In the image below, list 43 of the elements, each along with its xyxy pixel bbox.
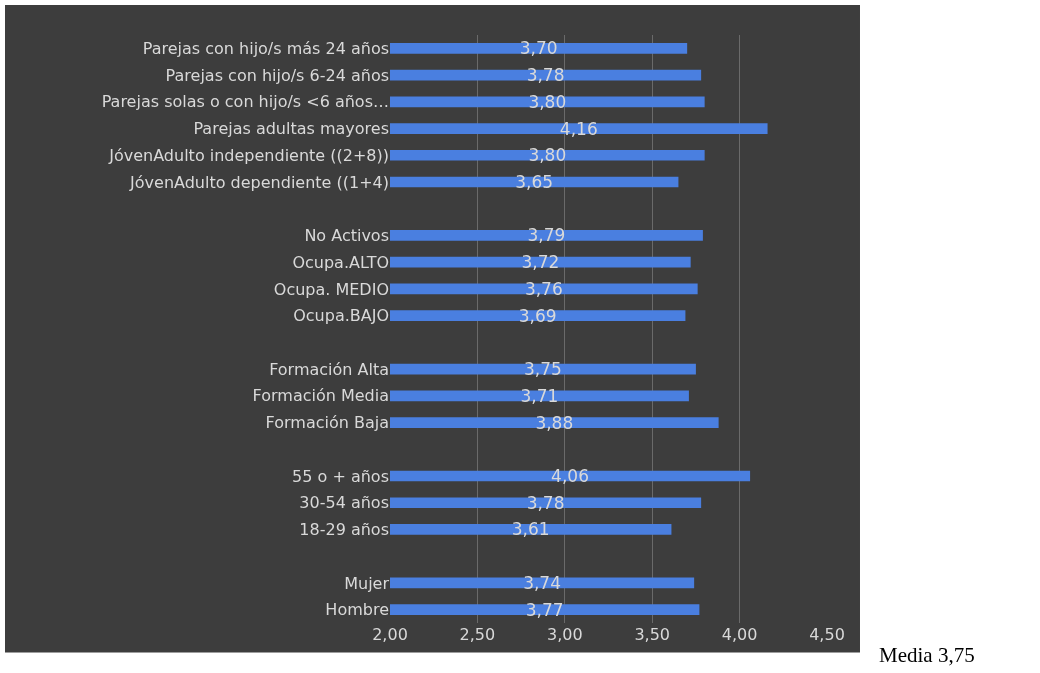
data-label: 3,80 <box>528 91 567 112</box>
data-label: 3,88 <box>535 412 574 433</box>
y-tick-label: 55 o + años <box>292 466 389 486</box>
x-tick-label: 4,00 <box>721 625 758 644</box>
y-tick-label: Formación Baja <box>265 413 389 433</box>
x-tick-label: 3,00 <box>546 625 583 644</box>
y-tick-label: JóvenAdulto dependiente ((1+4) <box>129 172 389 192</box>
data-label: 4,16 <box>559 118 598 139</box>
data-label: 3,78 <box>526 492 565 513</box>
y-tick-label: Parejas solas o con hijo/s <6 años… <box>101 92 389 112</box>
data-label: 3,78 <box>526 65 565 86</box>
y-tick-label: Formación Alta <box>269 359 389 379</box>
data-label: 4,06 <box>551 466 589 486</box>
data-label: 3,71 <box>520 385 559 406</box>
data-label: 3,80 <box>528 145 567 166</box>
y-tick-label: Ocupa.BAJO <box>293 306 389 326</box>
y-tick-label: Ocupa.ALTO <box>292 252 389 272</box>
text: Media 3,75 <box>879 643 975 667</box>
data-label: 3,61 <box>511 519 550 540</box>
y-tick-label: 18-29 años <box>299 520 389 540</box>
x-tick-label: 2,00 <box>372 625 408 644</box>
x-tick-label: 4,50 <box>809 625 845 644</box>
data-label: 3,65 <box>515 172 554 192</box>
y-tick-label: Parejas con hijo/s 6-24 años <box>165 65 389 85</box>
data-label: 3,74 <box>523 572 561 593</box>
y-tick-label: 30-54 años <box>299 493 389 513</box>
data-label: 3,70 <box>519 38 558 59</box>
y-tick-label: No Activos <box>304 226 389 246</box>
data-label: 3,77 <box>525 599 564 620</box>
data-label: 3,69 <box>518 305 557 326</box>
data-label: 3,79 <box>527 225 566 246</box>
y-tick-label: Ocupa. MEDIO <box>273 279 389 299</box>
data-label: 3,72 <box>521 252 560 273</box>
y-tick-label: Parejas con hijo/s más 24 años <box>142 38 389 58</box>
data-label: 3,75 <box>524 359 562 380</box>
y-tick-label: Mujer <box>344 573 390 593</box>
y-tick-label: Parejas adultas mayores <box>193 119 389 139</box>
y-tick-label: JóvenAdulto independiente ((2+8)) <box>108 145 389 165</box>
x-tick-label: 3,50 <box>634 625 671 644</box>
x-tick-label: 2,50 <box>459 625 496 644</box>
data-label: 3,76 <box>524 278 563 299</box>
y-tick-label: Formación Media <box>252 386 389 406</box>
y-tick-label: Hombre <box>325 600 389 620</box>
